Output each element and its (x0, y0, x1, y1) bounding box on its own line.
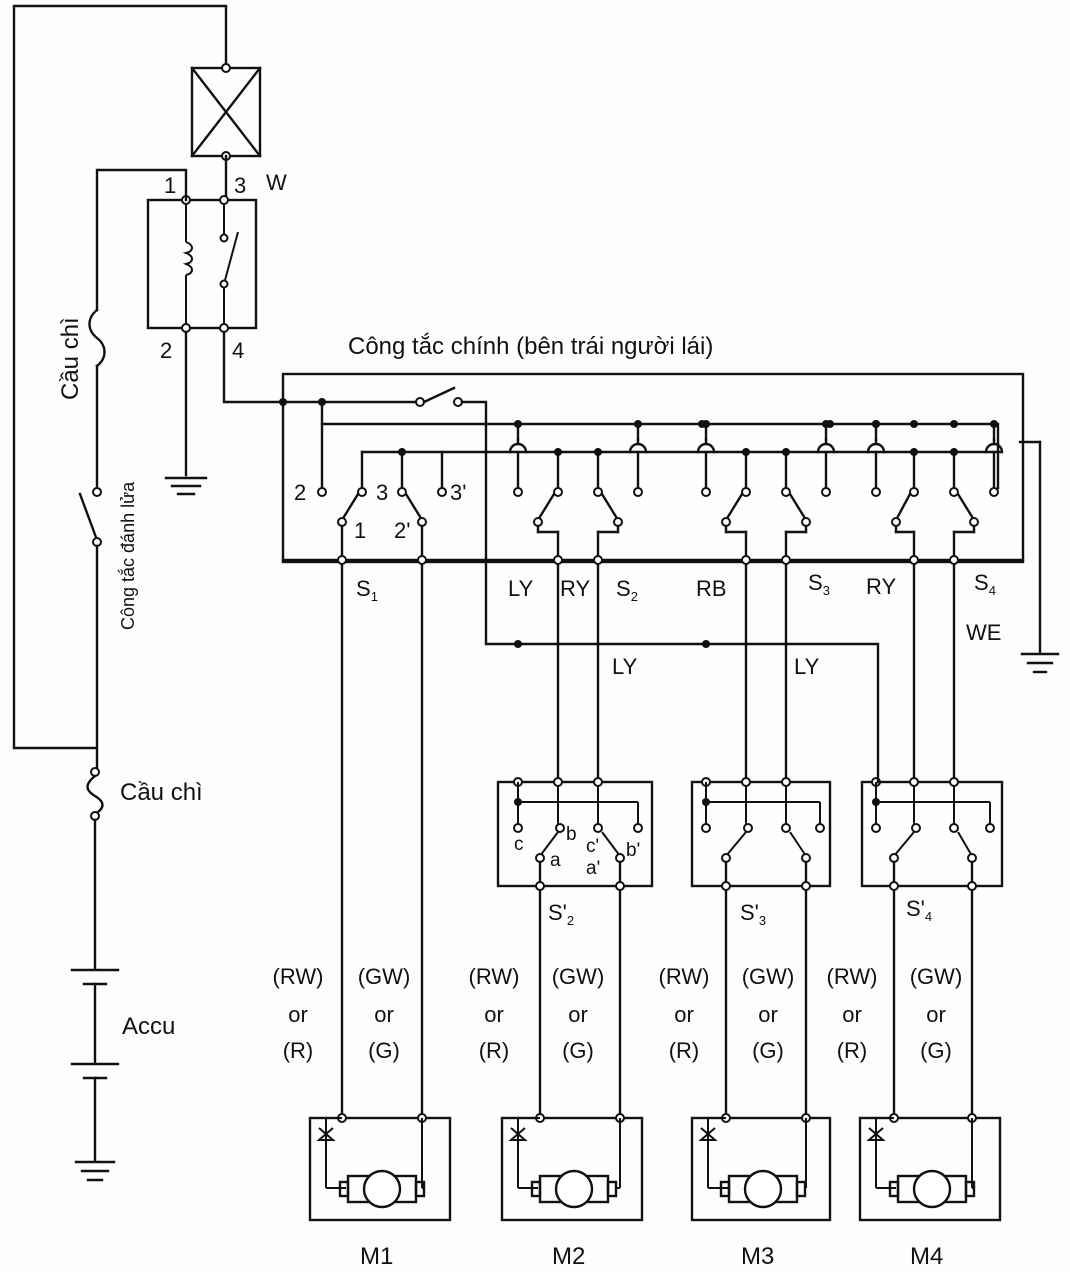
wire-ly-3: LY (794, 654, 820, 679)
motor-wire-note-8-3: (G) (920, 1038, 952, 1063)
motor-wire-note-2-3: (G) (368, 1038, 400, 1063)
motor-wire-note-5-1: (RW) (659, 964, 710, 989)
fuse-top-symbol (88, 308, 106, 368)
s1-terminal-3: 3 (376, 480, 388, 505)
motor-wire-note-5-3: (R) (669, 1038, 700, 1063)
s1-terminal-2p: 2' (394, 518, 410, 543)
switch-label-s4: S4 (974, 570, 996, 598)
motor-label-m1: M1 (360, 1243, 393, 1270)
switch-label-s3: S3 (808, 570, 830, 598)
sub-terminal-a: a (550, 850, 561, 871)
motor-label-m4: M4 (910, 1243, 943, 1270)
relay-label-w: W (266, 170, 287, 195)
relay-pin-3: 3 (234, 173, 246, 198)
motor-wire-note-4-1: (GW) (552, 964, 605, 989)
ground-symbol (164, 476, 208, 496)
motor-wire-note-1-2: or (288, 1002, 308, 1027)
sub-switch-label-s4: S'4 (906, 896, 932, 924)
motor-label-m3: M3 (741, 1243, 774, 1270)
s1-switch (281, 492, 1025, 1120)
motors-group: M1 M2 M3 M4 (308, 1113, 1002, 1270)
window-switch-contacts (508, 420, 1004, 784)
wire-ry-1: RY (560, 576, 590, 601)
s1-terminal-3p: 3' (450, 480, 466, 505)
sub-switch-unit-2 (496, 777, 654, 1120)
motor-wire-note-8-2: or (926, 1002, 946, 1027)
motor-wire-note-8-1: (GW) (910, 964, 963, 989)
relay-pin-2: 2 (160, 338, 172, 363)
relay-box (146, 195, 258, 333)
motor-wire-note-3-1: (RW) (469, 964, 520, 989)
ly-bus (484, 558, 880, 784)
passenger-switch-units (496, 777, 1004, 1120)
wire-ly-1: LY (508, 576, 534, 601)
sub-terminal-ap: a' (586, 858, 600, 879)
window-switch-2 (508, 420, 648, 784)
motor-wire-note-1-1: (RW) (273, 964, 324, 989)
fuse-bottom-label: Cầu chì (120, 779, 203, 806)
motor-m3: M3 (690, 1113, 832, 1270)
sub-switch-label-s2: S'2 (548, 900, 574, 928)
battery-label: Accu (122, 1013, 175, 1040)
motor-wire-notes: (RW) or (R) (GW) or (G) (RW) or (R) (GW) or (G) (RW)… (273, 964, 963, 1063)
s1-terminal-2: 2 (294, 480, 306, 505)
motor-m4: M4 (858, 1113, 1002, 1270)
switch-label-s2: S2 (616, 576, 638, 604)
common-rail (357, 448, 1002, 497)
motor-m1: M1 (308, 1113, 452, 1270)
fuse-bottom-symbol (86, 767, 104, 970)
window-lamp (190, 63, 262, 202)
motor-wire-note-6-3: (G) (752, 1038, 784, 1063)
main-switch-title: Công tắc chính (bên trái người lái) (348, 333, 713, 360)
relay-pin-4: 4 (232, 338, 244, 363)
motor-wire-note-7-1: (RW) (827, 964, 878, 989)
motor-wire-note-1-3: (R) (283, 1038, 314, 1063)
motor-wire-note-6-1: (GW) (742, 964, 795, 989)
relay-pin-1: 1 (164, 173, 176, 198)
window-switch-3 (696, 420, 836, 784)
motor-wire-note-3-3: (R) (479, 1038, 510, 1063)
motor-wire-note-5-2: or (674, 1002, 694, 1027)
outer-loop-wire (12, 4, 228, 750)
wire-ly-2: LY (612, 654, 638, 679)
relay-coil-wires (95, 168, 285, 477)
s1-terminal-1: 1 (354, 518, 366, 543)
motor-wire-note-3-2: or (484, 1002, 504, 1027)
motor-wire-note-7-3: (R) (837, 1038, 868, 1063)
switch-label-s1: S1 (356, 576, 378, 604)
motor-label-m2: M2 (552, 1243, 585, 1270)
wire-ry-2: RY (866, 574, 896, 599)
motor-wire-note-2-2: or (374, 1002, 394, 1027)
ignition-switch-label: Công tắc đánh lửa (117, 481, 138, 630)
wire-we: WE (966, 620, 1001, 645)
main-switch-frame (279, 372, 1060, 674)
sub-terminal-c: c (514, 834, 524, 855)
motor-wire-note-7-2: or (842, 1002, 862, 1027)
ignition-switch-symbol (78, 364, 102, 772)
window-switch-4 (866, 420, 1004, 784)
sub-switch-unit-4 (860, 777, 1004, 1120)
motor-wire-note-2-1: (GW) (358, 964, 411, 989)
motor-wire-note-4-3: (G) (562, 1038, 594, 1063)
sub-switch-unit-3 (690, 777, 832, 1120)
motor-m2: M2 (500, 1113, 644, 1270)
fuse-top-label: Cầu chì (57, 317, 84, 400)
sub-terminal-bp: b' (626, 840, 640, 861)
motor-wire-note-4-2: or (568, 1002, 588, 1027)
battery-symbol (70, 968, 120, 1182)
motor-wire-note-6-2: or (758, 1002, 778, 1027)
sub-terminal-cp: c' (586, 836, 599, 857)
sub-terminal-b: b (566, 824, 577, 845)
sub-switch-label-s3: S'3 (740, 900, 766, 928)
wire-rb: RB (696, 576, 727, 601)
